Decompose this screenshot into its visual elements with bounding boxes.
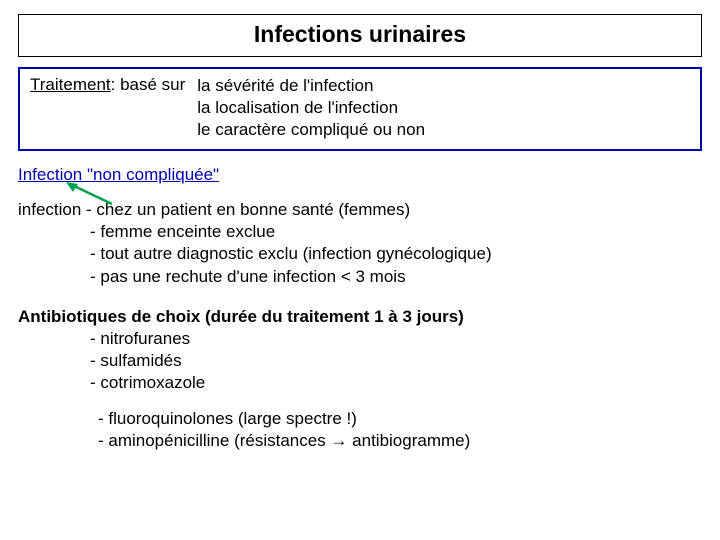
treatment-label-rest: : basé sur [111, 75, 186, 94]
antibiotic-item: - nitrofuranes [18, 328, 702, 350]
antibiotics-heading: Antibiotiques de choix (durée du traitem… [18, 306, 702, 328]
spacer [18, 394, 702, 408]
treatment-label-underlined: Traitement [30, 75, 111, 94]
treatment-box: Traitement: basé sur la sévérité de l'in… [18, 67, 702, 151]
definition-bullet: - tout autre diagnostic exclu (infection… [18, 243, 702, 265]
treatment-criteria: la sévérité de l'infection la localisati… [197, 75, 425, 141]
page-title: Infections urinaires [254, 21, 466, 47]
definition-bullet: - pas une rechute d'une infection < 3 mo… [18, 266, 702, 288]
title-box: Infections urinaires [18, 14, 702, 57]
antibiotic-item: - sulfamidés [18, 350, 702, 372]
criteria-line: la localisation de l'infection [197, 97, 425, 119]
criteria-line: le caractère compliqué ou non [197, 119, 425, 141]
criteria-line: la sévérité de l'infection [197, 75, 425, 97]
antibiotics-block: Antibiotiques de choix (durée du traitem… [18, 306, 702, 453]
definition-bullet: - femme enceinte exclue [18, 221, 702, 243]
subheading-non-compliquee: Infection "non compliquée" [18, 165, 219, 185]
definition-block: infection - chez un patient en bonne san… [18, 199, 702, 287]
antibiotic-item: - cotrimoxazole [18, 372, 702, 394]
antibiotic-item: - fluoroquinolones (large spectre !) [18, 408, 702, 430]
definition-lead: infection - chez un patient en bonne san… [18, 199, 702, 221]
antibiotic-item: - aminopénicilline (résistances → antibi… [18, 430, 702, 452]
treatment-label: Traitement: basé sur [30, 75, 185, 95]
